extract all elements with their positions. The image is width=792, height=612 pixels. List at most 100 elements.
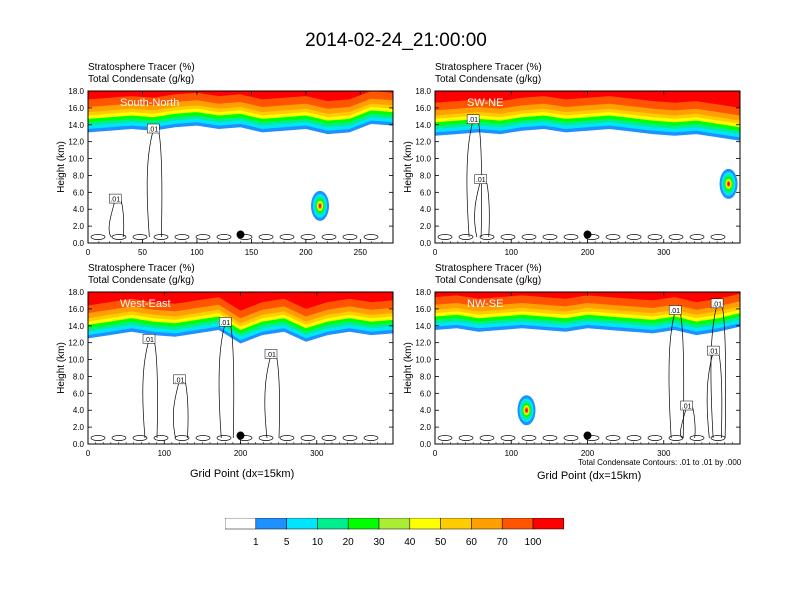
panel-south-north: Stratosphere Tracer (%) Total Condensate… bbox=[56, 62, 428, 262]
panel-nw-se: Stratosphere Tracer (%) Total Condensate… bbox=[403, 263, 775, 463]
location-marker bbox=[236, 230, 245, 239]
y-tick-label: 0.0 bbox=[73, 440, 85, 449]
y-tick-label: 12.0 bbox=[415, 138, 431, 147]
panel-west-east: Stratosphere Tracer (%) Total Condensate… bbox=[56, 263, 428, 463]
y-tick-label: 18.0 bbox=[415, 87, 431, 96]
contour-oval bbox=[437, 435, 453, 441]
plot-area: .01 .01 0.0 2.0 4.0 6.0 8.0 10.0 12.0 14.0 16.0 18.… bbox=[415, 87, 741, 257]
x-tick-label: 0 bbox=[86, 248, 91, 257]
y-tick-label: 6.0 bbox=[420, 389, 432, 398]
tracer-blob bbox=[525, 408, 528, 413]
contour-oval bbox=[258, 234, 274, 240]
contour-label-box bbox=[710, 298, 724, 309]
y-tick-label: 10.0 bbox=[68, 155, 84, 164]
contour-oval bbox=[542, 234, 558, 240]
tracer-blob bbox=[727, 181, 730, 186]
contour-oval bbox=[195, 234, 211, 240]
contour-oval bbox=[321, 435, 337, 441]
y-tick-label: 0.0 bbox=[420, 440, 432, 449]
contour-label: .01 bbox=[220, 320, 230, 327]
y-tick-label: 8.0 bbox=[420, 171, 432, 180]
y-tick-label: 8.0 bbox=[73, 171, 85, 180]
contour-oval bbox=[647, 435, 663, 441]
y-tick-label: 14.0 bbox=[68, 121, 84, 130]
contour-oval bbox=[300, 435, 316, 441]
contour-oval bbox=[479, 234, 495, 240]
contour-label: .01 bbox=[712, 301, 722, 308]
contour-oval bbox=[710, 435, 726, 441]
contour-oval bbox=[300, 234, 316, 240]
y-tick-label: 18.0 bbox=[68, 288, 84, 297]
x-tick-label: 300 bbox=[310, 449, 324, 458]
contour-oval bbox=[689, 435, 705, 441]
x-tick-label: 50 bbox=[138, 248, 147, 257]
tracer-band bbox=[88, 91, 393, 102]
contour-label: .01 bbox=[266, 352, 276, 359]
contour-label: .01 bbox=[708, 349, 718, 356]
contour-oval bbox=[174, 234, 190, 240]
contour-label: .01 bbox=[175, 377, 185, 384]
panel-title-tracer: Stratosphere Tracer (%) bbox=[88, 263, 195, 274]
contour-oval bbox=[321, 234, 337, 240]
contour-oval bbox=[132, 234, 148, 240]
y-tick-label: 12.0 bbox=[68, 138, 84, 147]
panel-title-condensate: Total Condensate (g/kg) bbox=[88, 275, 195, 286]
contour-oval bbox=[174, 435, 190, 441]
x-tick-label: 150 bbox=[245, 248, 259, 257]
y-tick-label: 16.0 bbox=[415, 305, 431, 314]
y-tick-label: 6.0 bbox=[73, 389, 85, 398]
y-tick-label: 2.0 bbox=[420, 423, 432, 432]
contour-oval bbox=[363, 435, 379, 441]
panel-title-condensate: Total Condensate (g/kg) bbox=[435, 74, 542, 85]
colorbar-box bbox=[286, 518, 318, 530]
y-tick-label: 0.0 bbox=[73, 239, 85, 248]
colorbar-box bbox=[347, 518, 380, 530]
y-tick-label: 14.0 bbox=[415, 322, 431, 331]
contour-oval bbox=[153, 234, 169, 240]
colorbar-label: 30 bbox=[373, 537, 385, 548]
contour-label-box bbox=[668, 305, 682, 315]
contour-oval bbox=[500, 234, 516, 240]
tracer-band bbox=[435, 91, 740, 108]
colorbar-label: 60 bbox=[466, 537, 478, 548]
y-tick-label: 4.0 bbox=[73, 406, 85, 415]
x-tick-label: 0 bbox=[433, 449, 438, 458]
contour-label: .01 bbox=[476, 177, 486, 184]
contour-oval bbox=[626, 435, 642, 441]
colorbar-box bbox=[317, 518, 349, 530]
contour-oval bbox=[258, 435, 274, 441]
y-tick-label: 10.0 bbox=[415, 155, 431, 164]
condensate-contours bbox=[90, 125, 379, 240]
contour-oval bbox=[111, 435, 127, 441]
x-tick-label: 100 bbox=[190, 248, 204, 257]
contour-oval bbox=[563, 234, 579, 240]
colorbar-box bbox=[471, 518, 503, 530]
contour-label-box bbox=[219, 317, 232, 327]
contour-label-box bbox=[707, 345, 720, 356]
colorbar-label: 5 bbox=[284, 537, 290, 548]
contour-oval bbox=[153, 435, 169, 441]
y-tick-label: 14.0 bbox=[68, 322, 84, 331]
y-axis-label: Height (km) bbox=[56, 141, 67, 193]
cross-section-label: West-East bbox=[120, 298, 171, 310]
colorbar-label: 70 bbox=[497, 537, 509, 548]
contour-label-box bbox=[108, 193, 122, 204]
colorbar-box bbox=[532, 518, 565, 530]
tracer-blob bbox=[318, 203, 322, 208]
x-tick-label: 250 bbox=[354, 248, 368, 257]
y-tick-label: 4.0 bbox=[420, 205, 432, 214]
x-tick-label: 100 bbox=[505, 449, 519, 458]
y-tick-label: 14.0 bbox=[415, 121, 431, 130]
location-marker bbox=[583, 431, 592, 440]
contour-oval bbox=[279, 234, 295, 240]
y-tick-label: 6.0 bbox=[73, 188, 85, 197]
contour-note: Total Condensate Contours: .01 to .01 by… bbox=[578, 458, 742, 467]
y-tick-label: 10.0 bbox=[415, 356, 431, 365]
contour-oval bbox=[563, 435, 579, 441]
colorbar-box bbox=[409, 518, 441, 530]
x-tick-label: 300 bbox=[657, 248, 671, 257]
contour-oval bbox=[216, 234, 232, 240]
colorbar-box bbox=[378, 518, 411, 530]
contour-oval bbox=[342, 234, 358, 240]
contour-oval bbox=[132, 435, 148, 441]
